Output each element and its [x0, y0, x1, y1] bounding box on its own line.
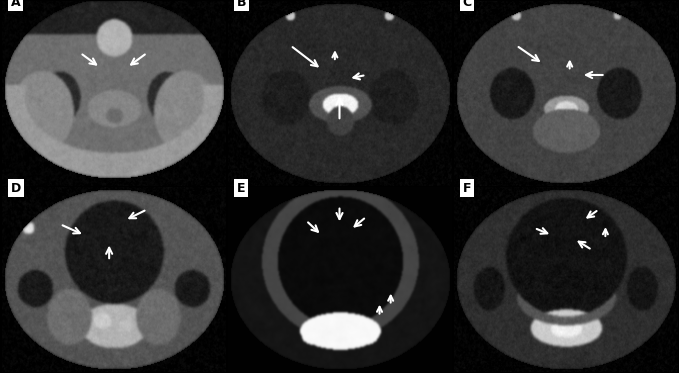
Text: A: A [11, 0, 20, 9]
Text: C: C [462, 0, 472, 9]
Text: F: F [462, 182, 471, 195]
Text: B: B [237, 0, 246, 9]
Text: D: D [11, 182, 21, 195]
Text: E: E [237, 182, 245, 195]
